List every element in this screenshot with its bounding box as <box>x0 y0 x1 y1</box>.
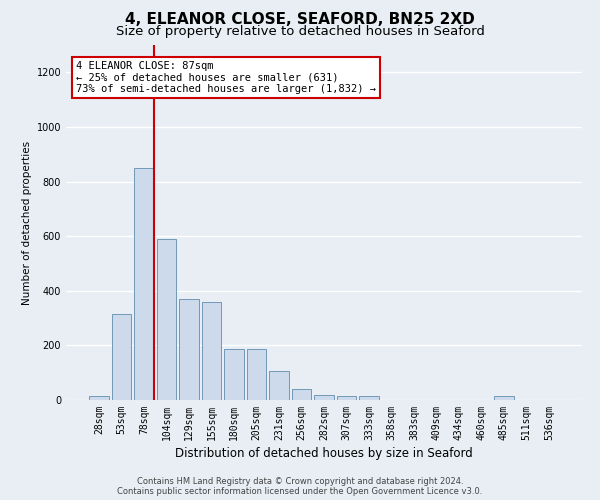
Bar <box>224 350 244 400</box>
Text: 4 ELEANOR CLOSE: 87sqm
← 25% of detached houses are smaller (631)
73% of semi-de: 4 ELEANOR CLOSE: 87sqm ← 25% of detached… <box>76 61 376 94</box>
Bar <box>337 396 356 400</box>
Bar <box>134 168 154 400</box>
Bar <box>202 302 221 400</box>
Bar <box>359 396 379 400</box>
Bar <box>292 389 311 400</box>
Bar <box>494 396 514 400</box>
Text: Contains HM Land Registry data © Crown copyright and database right 2024.
Contai: Contains HM Land Registry data © Crown c… <box>118 476 482 496</box>
Text: 4, ELEANOR CLOSE, SEAFORD, BN25 2XD: 4, ELEANOR CLOSE, SEAFORD, BN25 2XD <box>125 12 475 28</box>
Text: Size of property relative to detached houses in Seaford: Size of property relative to detached ho… <box>116 25 484 38</box>
Y-axis label: Number of detached properties: Number of detached properties <box>22 140 32 304</box>
Bar <box>157 239 176 400</box>
X-axis label: Distribution of detached houses by size in Seaford: Distribution of detached houses by size … <box>175 447 473 460</box>
Bar <box>179 299 199 400</box>
Bar <box>89 396 109 400</box>
Bar <box>247 350 266 400</box>
Bar <box>314 394 334 400</box>
Bar <box>112 314 131 400</box>
Bar <box>269 372 289 400</box>
